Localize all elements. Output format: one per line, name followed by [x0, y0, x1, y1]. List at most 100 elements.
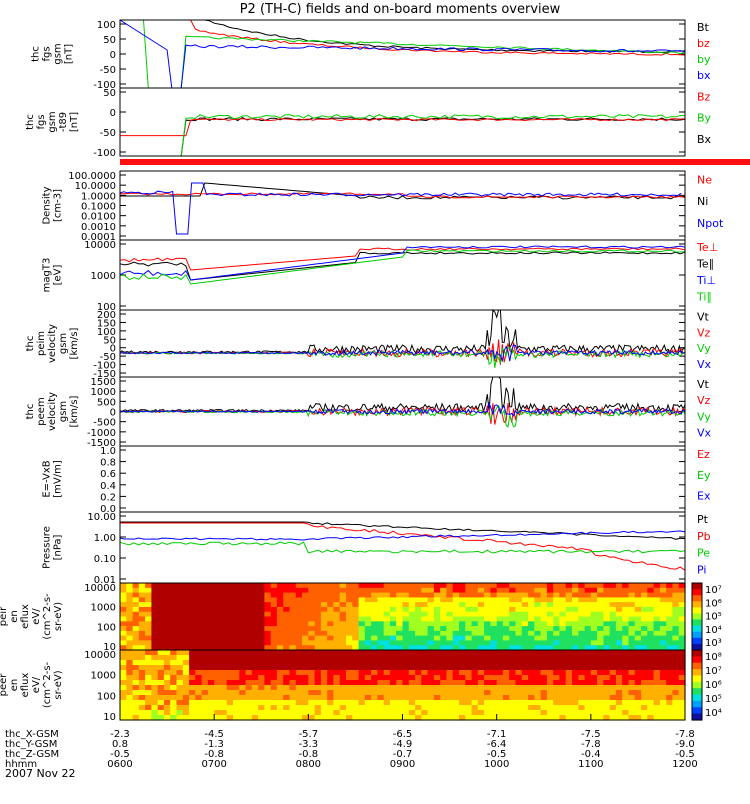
heatmap-cell [258, 592, 265, 598]
heatmap-cell [157, 715, 165, 721]
heatmap-cell [314, 645, 322, 651]
heatmap-cell [371, 602, 378, 608]
heatmap-cell [308, 606, 316, 613]
heatmap-cell [490, 665, 498, 671]
heatmap-cell [678, 640, 686, 646]
heatmap-cell [383, 665, 391, 671]
heatmap-cell [578, 592, 586, 598]
heatmap-cell [433, 635, 441, 641]
heatmap-cell [264, 611, 272, 618]
heatmap-cell [408, 587, 416, 594]
colorbar-cell [692, 656, 702, 664]
heatmap-cell [427, 670, 435, 676]
heatmap-cell [226, 587, 234, 594]
heatmap-cell [182, 621, 190, 627]
heatmap-cell [641, 700, 648, 706]
heatmap-cell [666, 626, 674, 632]
heatmap-cell [276, 705, 284, 711]
heatmap-cell [170, 665, 178, 671]
heatmap-cell [672, 705, 680, 711]
heatmap-cell [421, 616, 429, 622]
y-axis-label-pressure: Pressure[nPa] [42, 526, 64, 569]
heatmap-cell [189, 700, 196, 706]
heatmap-cell [622, 650, 630, 656]
tick-label: 0.0010 [81, 222, 116, 233]
heatmap-cell [364, 597, 372, 603]
heatmap-cell [666, 700, 674, 706]
heatmap-cell [603, 670, 611, 676]
heatmap-cell [540, 621, 548, 627]
heatmap-cell [465, 602, 473, 608]
heatmap-cell [333, 660, 341, 666]
heatmap-cell [672, 695, 680, 701]
heatmap-cell [339, 655, 347, 661]
heatmap-cell [163, 695, 171, 701]
heatmap-cell [258, 710, 265, 716]
heatmap-cell [490, 626, 498, 632]
heatmap-cell [528, 655, 535, 661]
tick-label: 0.10 [94, 554, 116, 565]
heatmap-cell [402, 710, 410, 716]
heatmap-cell [289, 645, 297, 651]
heatmap-cell [207, 606, 215, 613]
heatmap-cell [490, 715, 498, 721]
colorbar-cell [692, 650, 702, 657]
heatmap-cell [408, 710, 416, 716]
heatmap-cell [195, 710, 203, 716]
heatmap-cell [634, 665, 642, 671]
heatmap-cell [427, 665, 435, 671]
trace-ti-par [119, 249, 686, 285]
heatmap-cell [189, 675, 196, 681]
heatmap-cell [528, 685, 535, 691]
heatmap-cell [371, 621, 378, 627]
tick-label: 0 [110, 50, 116, 61]
heatmap-cell [182, 700, 190, 706]
heatmap-cell [320, 597, 328, 603]
heatmap-cell [484, 670, 491, 676]
heatmap-cell [572, 583, 579, 589]
heatmap-cell [465, 611, 473, 618]
y-axis-label-line: eV/ [31, 608, 42, 625]
heatmap-cell [396, 685, 404, 691]
heatmap-cell [258, 602, 265, 608]
trace-by [120, 19, 686, 89]
heatmap-cell [389, 660, 397, 666]
heatmap-cell [540, 655, 548, 661]
heatmap-cell [364, 645, 372, 651]
heatmap-cell [440, 635, 448, 641]
heatmap-cell [515, 597, 523, 603]
heatmap-cell [239, 675, 247, 681]
heatmap-cell [672, 700, 680, 706]
heatmap-cell [597, 645, 604, 651]
heatmap-cell [559, 616, 567, 622]
heatmap-cell [459, 592, 466, 598]
heatmap-cell [352, 705, 360, 711]
heatmap-cell [383, 710, 391, 716]
heatmap-cell [151, 606, 159, 613]
heatmap-cell [421, 675, 429, 681]
heatmap-cell [553, 695, 561, 701]
heatmap-cell [396, 655, 404, 661]
heatmap-cell [465, 640, 473, 646]
heatmap-cell [270, 715, 278, 721]
heatmap-cell [163, 597, 171, 603]
heatmap-cell [195, 685, 203, 691]
heatmap-cell [327, 655, 335, 661]
heatmap-cell [138, 665, 146, 671]
heatmap-cell [509, 715, 517, 721]
heatmap-cell [358, 592, 366, 598]
heatmap-cell [358, 630, 366, 637]
heatmap-cell [565, 660, 573, 666]
heatmap-cell [251, 680, 259, 686]
heatmap-cell [659, 630, 667, 637]
heatmap-cell [377, 685, 385, 691]
heatmap-cell [490, 710, 498, 716]
heatmap-cell [433, 587, 441, 594]
heatmap-cell [251, 660, 259, 666]
heatmap-cell [126, 587, 134, 594]
heatmap-cell [333, 630, 341, 637]
heatmap-cell [440, 630, 448, 637]
heatmap-cell [459, 626, 466, 632]
heatmap-cell [659, 695, 667, 701]
heatmap-cell [251, 640, 259, 646]
